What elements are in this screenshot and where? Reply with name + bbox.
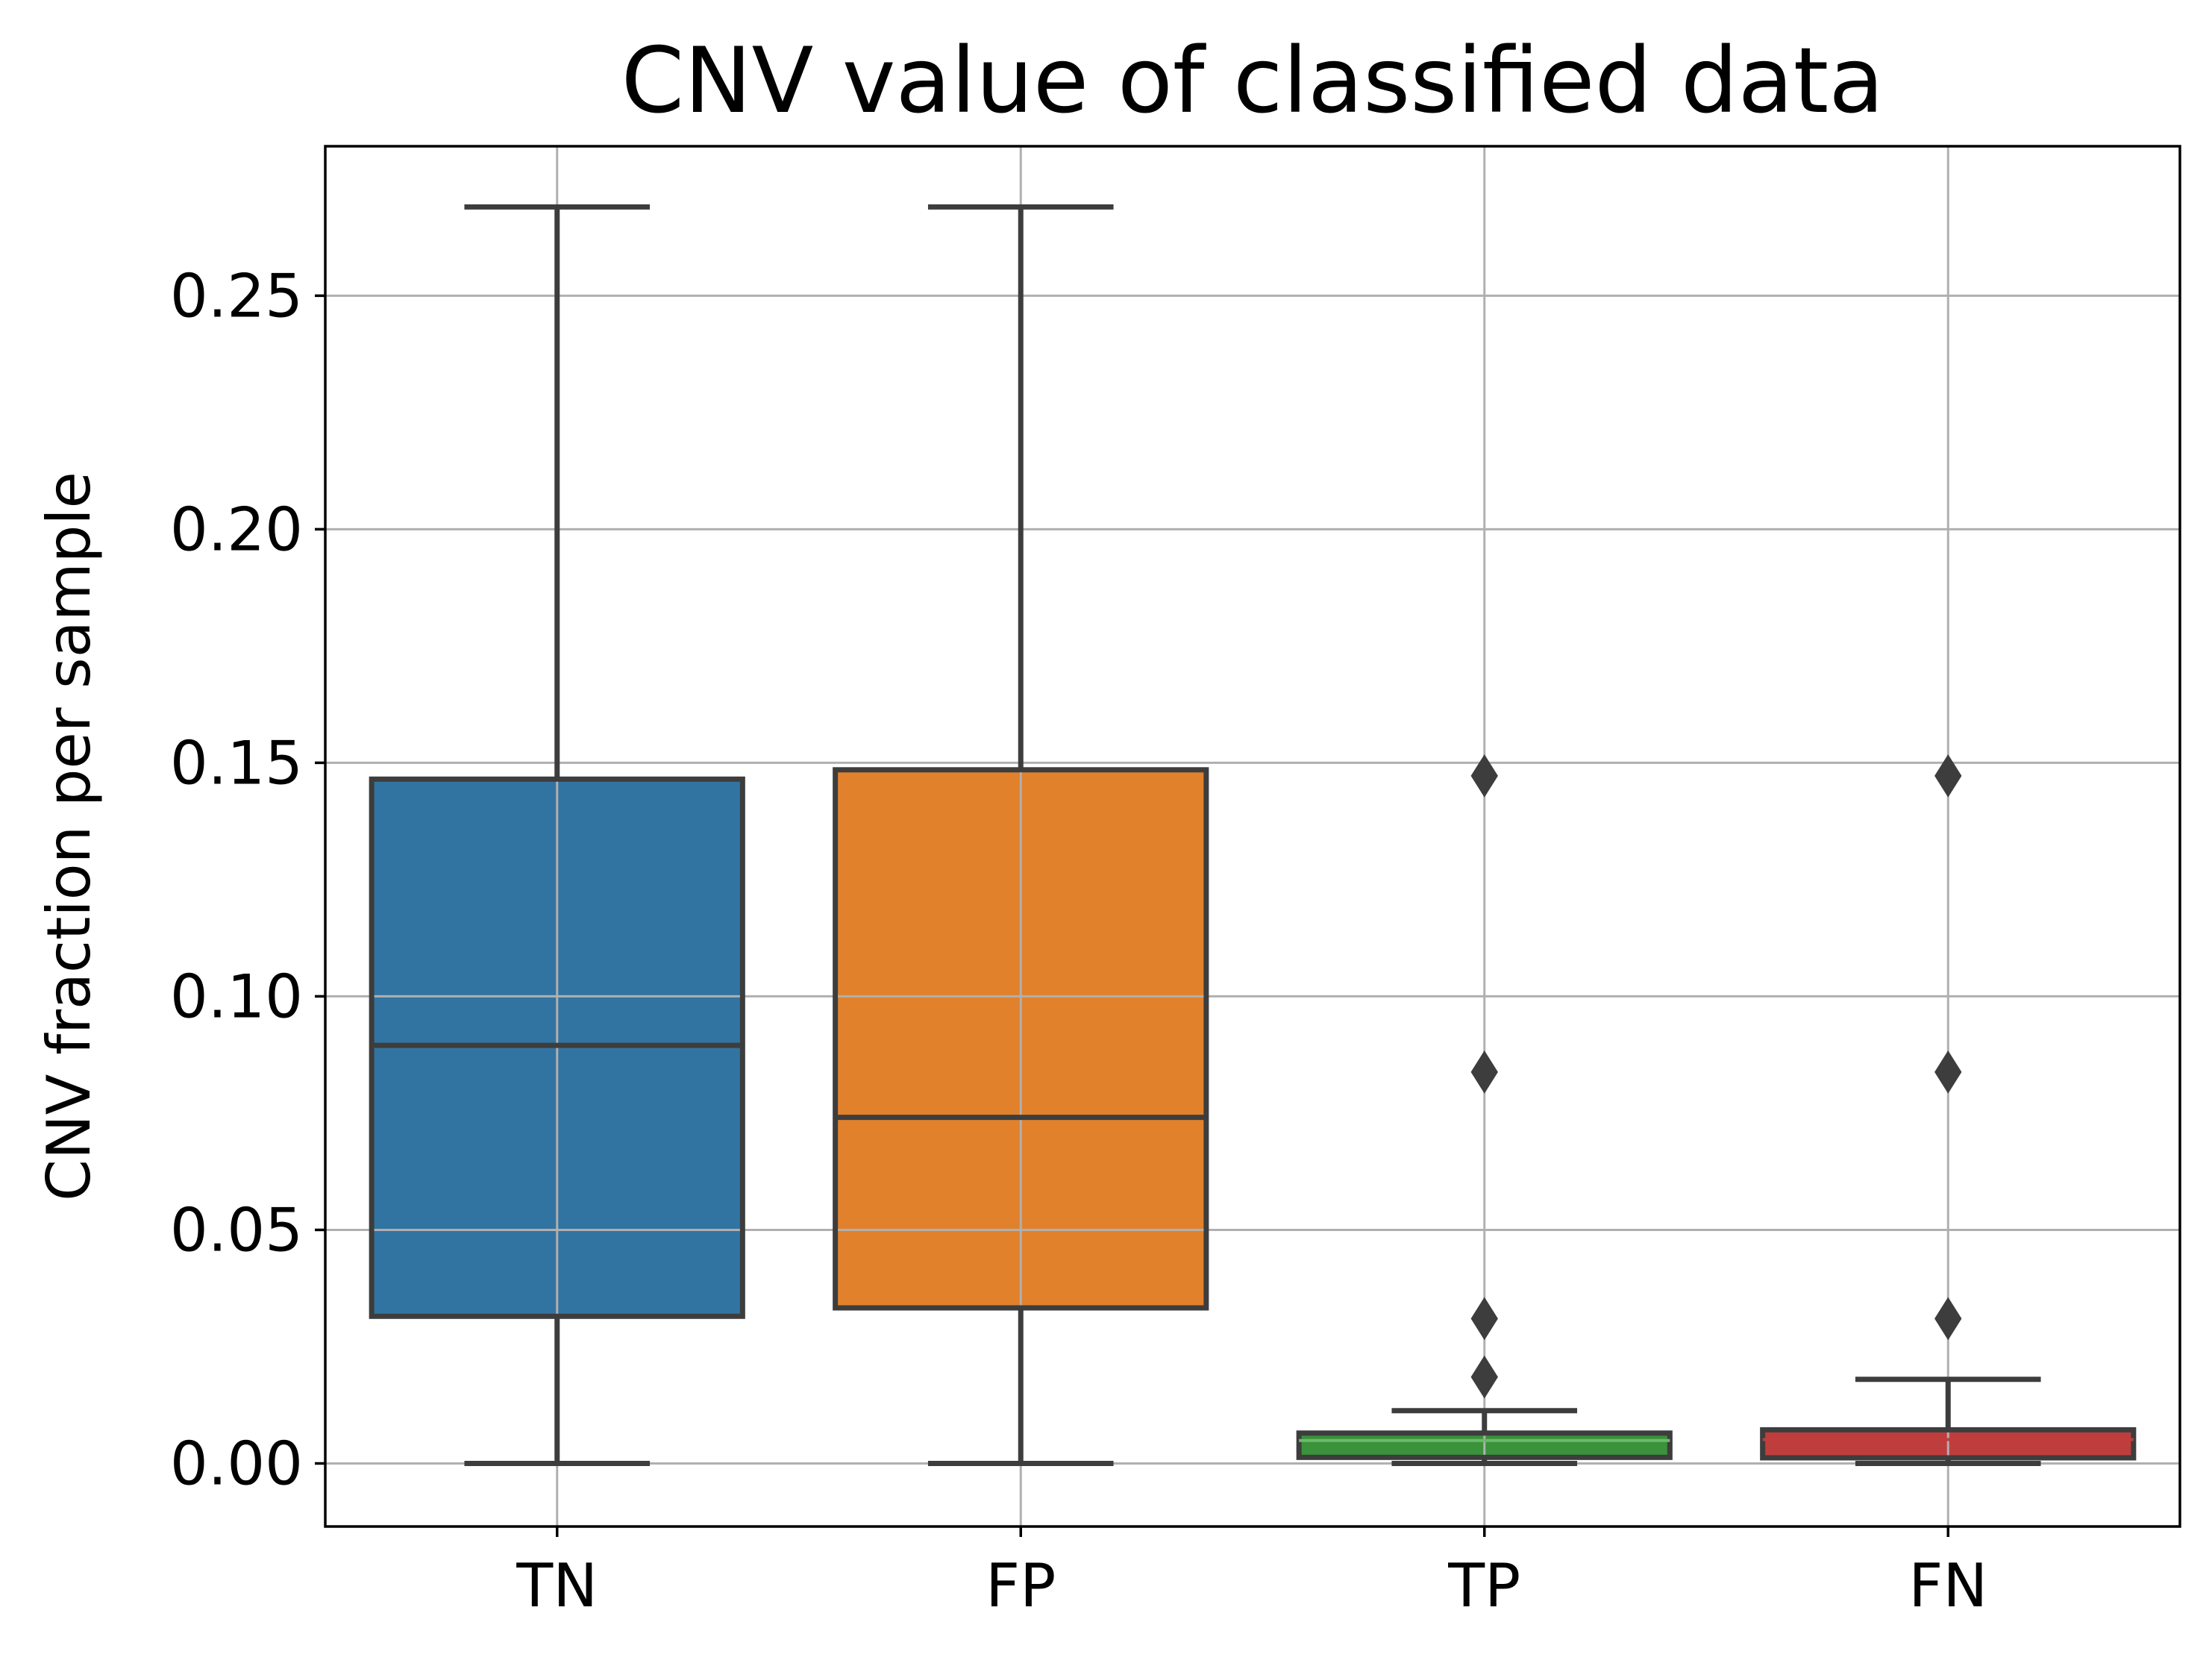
y-axis-label: CNV fraction per sample: [34, 472, 104, 1201]
chart-title: CNV value of classified data: [621, 28, 1884, 134]
y-tick-label: 0.25: [170, 261, 303, 331]
box-fn: [1760, 754, 2137, 1466]
outlier-point: [1934, 754, 1962, 798]
y-tick-label: 0.20: [170, 495, 303, 564]
box-fp: [833, 204, 1209, 1466]
x-tick-label: FP: [986, 1551, 1056, 1621]
plot-frame: [324, 145, 2181, 1528]
outlier-point: [1470, 1050, 1498, 1094]
outlier-point: [1470, 1355, 1498, 1399]
box-tn: [369, 204, 745, 1466]
outlier-point: [1934, 1050, 1962, 1094]
box-tp: [1296, 754, 1673, 1466]
y-tick-label: 0.05: [170, 1195, 303, 1265]
ticks: 0.00 0.05 0.10 0.15 0.20 0.25 TN FP TP FN: [170, 261, 1987, 1621]
boxes: [369, 204, 2137, 1466]
outlier-point: [1470, 1297, 1498, 1341]
y-tick-label: 0.15: [170, 728, 303, 798]
x-tick-label: TP: [1447, 1551, 1520, 1621]
outlier-point: [1470, 754, 1498, 798]
x-tick-label: TN: [516, 1551, 598, 1621]
outlier-point: [1934, 1297, 1962, 1341]
x-tick-label: FN: [1908, 1551, 1987, 1621]
y-tick-label: 0.10: [170, 962, 303, 1031]
y-tick-label: 0.00: [170, 1429, 303, 1498]
